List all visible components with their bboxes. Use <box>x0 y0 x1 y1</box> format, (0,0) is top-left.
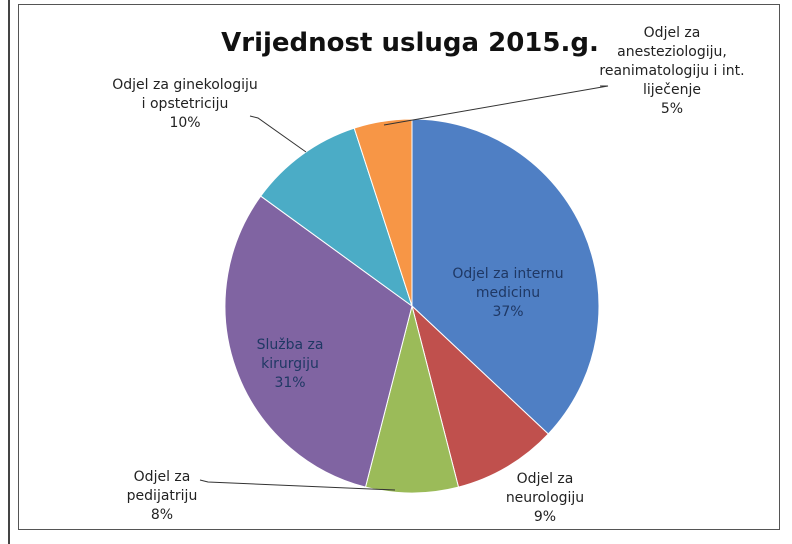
scan-edge <box>8 0 10 544</box>
pie-slice <box>353 118 413 307</box>
slice-value-label: 31% <box>274 375 306 391</box>
pie-slice <box>364 305 460 494</box>
leader-line <box>249 115 307 153</box>
leader-line <box>383 85 609 126</box>
chart-frame <box>18 4 780 530</box>
pie-slice <box>411 304 550 488</box>
slice-value-label: 5% <box>660 101 684 117</box>
slice-label: Odjel za ginekologiju i opstetriciju <box>112 77 258 112</box>
slice-value-label: 8% <box>150 507 174 523</box>
slice-label: Odjel za anesteziologiju, reanimatologij… <box>599 25 745 98</box>
pie-slice <box>411 118 600 435</box>
slice-label: Odjel za neurologiju <box>505 471 585 506</box>
slice-value-label: 10% <box>169 115 201 131</box>
pie-slice <box>224 195 413 488</box>
pie-slice <box>260 127 413 308</box>
slice-value-label: 9% <box>533 509 557 525</box>
slice-label: Služba za kirurgiju <box>256 337 324 372</box>
slice-label: Odjel za internu medicinu <box>452 266 564 301</box>
leader-line <box>199 479 396 491</box>
slice-value-label: 37% <box>492 304 524 320</box>
chart-title: Vrijednost usluga 2015.g. <box>221 28 599 58</box>
slice-label: Odjel za pedijatriju <box>126 469 198 504</box>
